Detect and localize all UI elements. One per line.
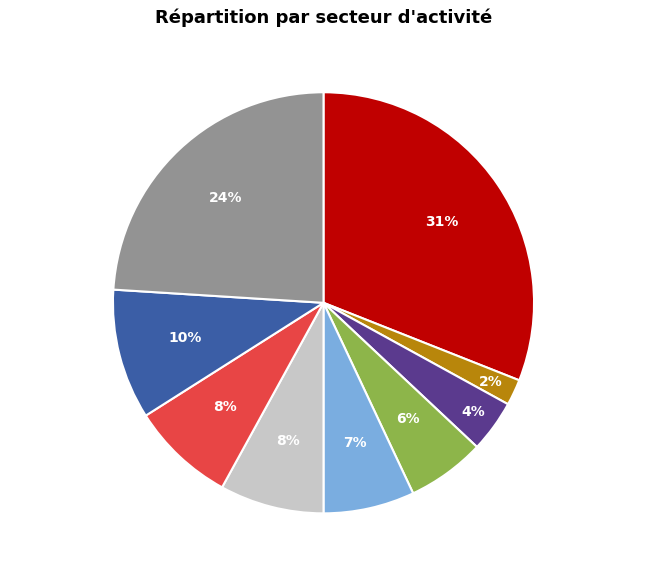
Text: 6%: 6% xyxy=(396,411,419,426)
Title: Répartition par secteur d'activité: Répartition par secteur d'activité xyxy=(155,8,492,27)
Text: 24%: 24% xyxy=(209,191,242,205)
Wedge shape xyxy=(324,303,508,447)
Wedge shape xyxy=(113,92,324,303)
Text: 2%: 2% xyxy=(479,375,503,389)
Wedge shape xyxy=(324,303,413,513)
Wedge shape xyxy=(324,303,477,494)
Text: 8%: 8% xyxy=(214,400,237,414)
Wedge shape xyxy=(113,290,324,415)
Text: 31%: 31% xyxy=(425,215,459,229)
Wedge shape xyxy=(146,303,324,487)
Wedge shape xyxy=(324,303,520,404)
Text: 8%: 8% xyxy=(276,435,300,448)
Wedge shape xyxy=(324,92,534,380)
Text: 4%: 4% xyxy=(461,405,485,419)
Text: 10%: 10% xyxy=(168,332,201,345)
Wedge shape xyxy=(222,303,324,513)
Text: 7%: 7% xyxy=(343,436,367,449)
